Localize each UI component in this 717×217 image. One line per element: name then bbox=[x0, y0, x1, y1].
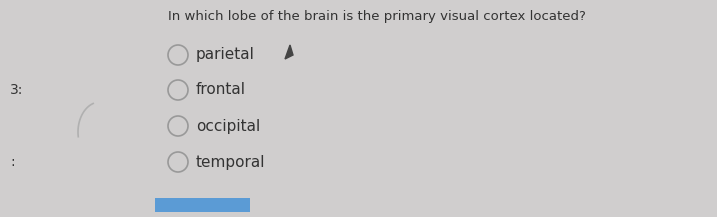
FancyBboxPatch shape bbox=[155, 198, 250, 212]
Text: parietal: parietal bbox=[196, 48, 255, 62]
Circle shape bbox=[168, 152, 188, 172]
Circle shape bbox=[168, 45, 188, 65]
Circle shape bbox=[168, 116, 188, 136]
Circle shape bbox=[168, 80, 188, 100]
Text: temporal: temporal bbox=[196, 155, 265, 169]
Text: :: : bbox=[10, 155, 14, 169]
Text: 3:: 3: bbox=[10, 83, 24, 97]
Text: In which lobe of the brain is the primary visual cortex located?: In which lobe of the brain is the primar… bbox=[168, 10, 586, 23]
Text: occipital: occipital bbox=[196, 118, 260, 133]
Text: frontal: frontal bbox=[196, 82, 246, 97]
Polygon shape bbox=[285, 45, 293, 59]
